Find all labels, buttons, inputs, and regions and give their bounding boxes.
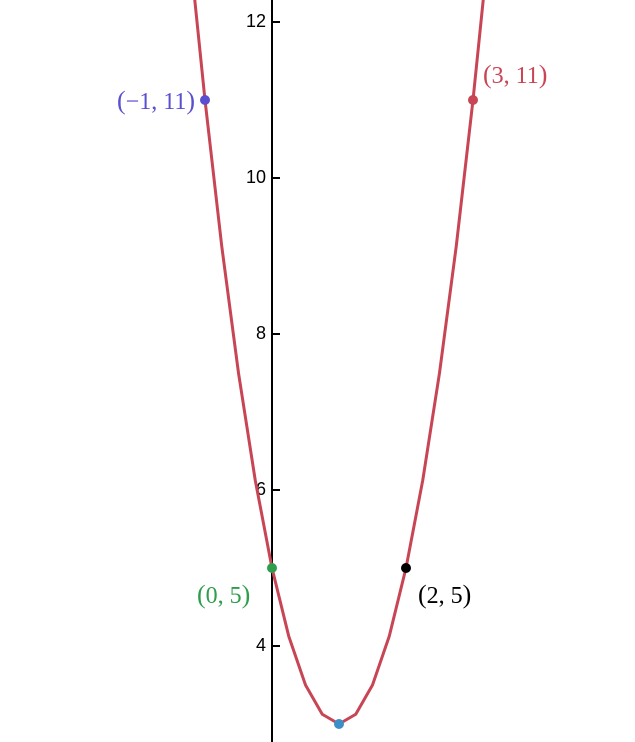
point-label-p_neg1_11: (−1, 11) xyxy=(85,86,195,116)
point-label-p_1_3: (1, 3) xyxy=(307,738,360,742)
point-p_neg1_11 xyxy=(200,95,210,105)
point-label-p_3_11: (3, 11) xyxy=(483,60,547,90)
point-p_1_3 xyxy=(334,719,344,729)
point-label-p_2_5: (2, 5) xyxy=(418,580,471,610)
point-p_0_5 xyxy=(267,563,277,573)
parabola-chart: 4681012 (−1, 11)(0, 5)(1, 3)(2, 5)(3, 11… xyxy=(0,0,635,742)
point-p_3_11 xyxy=(468,95,478,105)
point-label-p_0_5: (0, 5) xyxy=(197,580,250,610)
point-p_2_5 xyxy=(401,563,411,573)
